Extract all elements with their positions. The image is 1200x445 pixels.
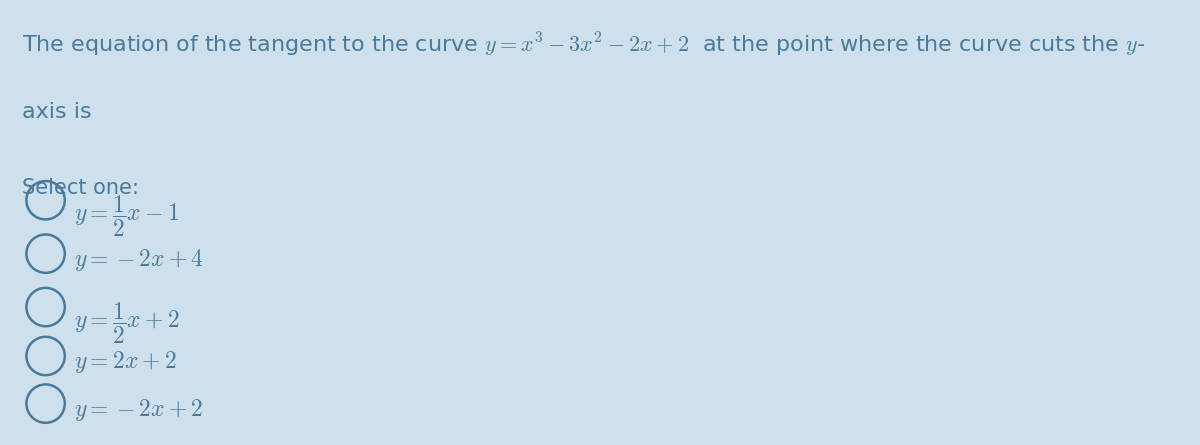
Text: $y = -2x + 2$: $y = -2x + 2$ [74, 397, 204, 423]
Text: The equation of the tangent to the curve $y = x^3 - 3x^2 - 2x + 2$  at the point: The equation of the tangent to the curve… [22, 31, 1145, 59]
Text: $y = \dfrac{1}{2}x + 2$: $y = \dfrac{1}{2}x + 2$ [74, 300, 180, 346]
Text: $y = \dfrac{1}{2}x - 1$: $y = \dfrac{1}{2}x - 1$ [74, 194, 180, 239]
Text: Select one:: Select one: [22, 178, 138, 198]
Text: $y = 2x + 2$: $y = 2x + 2$ [74, 349, 178, 375]
Text: $y = -2x + 4$: $y = -2x + 4$ [74, 247, 204, 273]
Text: axis is: axis is [22, 102, 91, 122]
